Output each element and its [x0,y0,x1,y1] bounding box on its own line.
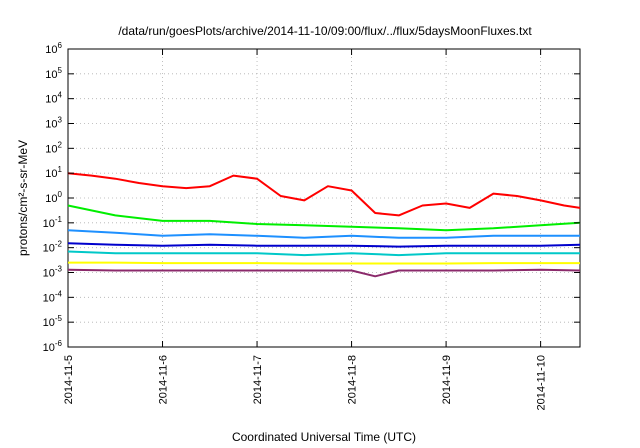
series-line-1 [67,172,581,217]
y-tick-label: 104 [45,91,62,106]
x-tick-label: 2014-11-7 [252,355,264,404]
y-tick-label: 102 [45,140,62,155]
y-tick-label: 10-1 [43,215,63,230]
series-line-6 [68,261,580,265]
series-line-2 [67,204,581,232]
y-tick-label: 106 [45,41,62,56]
x-tick-label: 2014-11-8 [347,355,359,404]
grid-lines [68,49,580,347]
x-tick-label: 2014-11-9 [441,355,453,404]
y-tick-label: 10-2 [43,240,63,255]
y-tick-label: 101 [45,165,62,180]
y-axis-label: protons/cm²-s-sr-MeV [16,140,30,256]
axis-ticks: 106 105 104 103 102 101 100 10-1 10-2 10-3 10-4 10-… [43,41,580,410]
x-tick-label: 2014-11-6 [158,355,170,404]
x-axis-label: Coordinated Universal Time (UTC) [232,430,416,444]
series-line-7 [67,268,581,278]
y-tick-label: 100 [45,190,62,205]
y-tick-label: 10-4 [43,289,63,304]
series-group [67,172,581,278]
series-line-4 [67,242,581,248]
y-tick-label: 10-5 [43,314,63,329]
x-tick-label: 2014-11-5 [63,355,75,404]
y-tick-label: 103 [45,116,62,131]
series-line-5 [67,250,580,257]
y-tick-label: 10-6 [43,339,63,354]
y-tick-label: 10-3 [43,265,63,280]
chart-title: /data/run/goesPlots/archive/2014-11-10/0… [118,24,532,38]
y-tick-label: 105 [45,66,62,81]
x-tick-label: 2014-11-10 [536,355,548,410]
series-line-3 [67,229,580,239]
